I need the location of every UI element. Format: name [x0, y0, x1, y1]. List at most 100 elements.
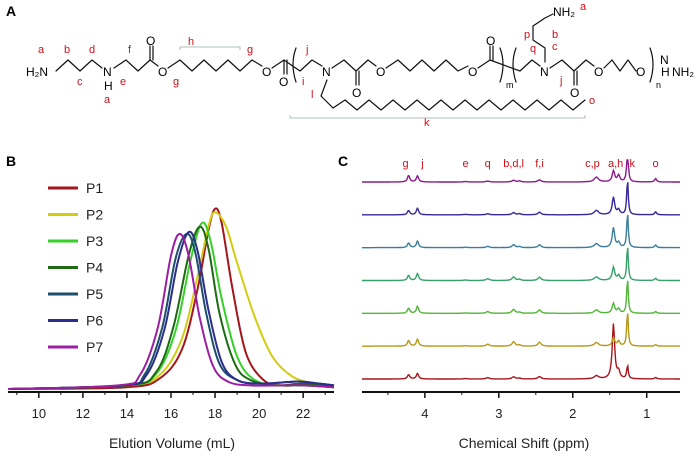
- atom-o-carbonyl-left: O: [146, 34, 155, 48]
- proton-label-q: q: [530, 43, 536, 55]
- atom-o-ester-mid: O: [376, 65, 385, 79]
- proton-label-j: j: [305, 44, 308, 56]
- nmr-spectrum-p5: [362, 214, 680, 249]
- proton-label-a-nh: a: [104, 94, 111, 106]
- gpc-series-p4: [7, 225, 335, 390]
- panel-label-c: C: [338, 153, 348, 169]
- bond-carbonyl-mid-2: [477, 45, 494, 69]
- gpc-legend-label-p1: P1: [86, 180, 103, 196]
- nmr-x-tick-label: 4: [421, 406, 428, 421]
- gpc-series-p6: [7, 230, 335, 390]
- atom-o-ester-left-2: O: [262, 65, 271, 79]
- atom-n-mid: N: [322, 65, 331, 79]
- gpc-x-tick-label: 14: [120, 406, 134, 421]
- nmr-peak-label-q: q: [485, 158, 491, 170]
- panel-label-a: A: [6, 3, 16, 19]
- repeat-label-n: n: [656, 80, 661, 90]
- nmr-peak-label-g: g: [403, 158, 409, 170]
- proton-label-o: o: [589, 95, 595, 107]
- atom-nh-right: N: [660, 53, 669, 67]
- gpc-series-p2: [7, 211, 335, 390]
- proton-label-e: e: [120, 76, 126, 88]
- proton-label-l: l: [311, 89, 313, 101]
- nmr-spectrum-p1: [362, 323, 680, 380]
- proton-label-c: c: [77, 76, 83, 88]
- gpc-x-tick-label: 16: [164, 406, 178, 421]
- nmr-x-ticks: 4 3 2 1: [387, 392, 650, 421]
- bracket-n-close: [649, 47, 654, 83]
- gpc-series-p7: [7, 232, 335, 390]
- bond-aminopropyl: [532, 13, 554, 63]
- gpc-x-tick-label: 10: [32, 406, 46, 421]
- nmr-x-tick-label: 2: [569, 406, 576, 421]
- gpc-legend-label-p6: P6: [86, 313, 103, 329]
- bond-chain-left-2: [113, 59, 159, 72]
- proton-label-g-right: g: [247, 44, 253, 56]
- bond-hexyl-left: [167, 59, 263, 72]
- gpc-x-axis-title: Elution Volume (mL): [109, 435, 235, 451]
- nmr-spectra: [362, 159, 680, 380]
- nmr-peak-label-e: e: [462, 158, 468, 170]
- nmr-peak-label-b-d-l: b,d,l: [503, 158, 524, 170]
- repeat-label-m: m: [506, 80, 514, 90]
- atom-o-ester-mid-2: O: [468, 65, 477, 79]
- nmr-spectrum-p6: [362, 182, 680, 216]
- atom-o-ester-right-2: O: [636, 65, 645, 79]
- gpc-curves: [7, 207, 335, 390]
- bracket-k: [289, 115, 586, 119]
- proton-label-b-right: b: [552, 29, 558, 41]
- bond-right-chain: [549, 59, 587, 72]
- panel-b-gpc: B 10 12 14 16 18 20 22 Elution Volume (mL) P1P…: [6, 153, 335, 451]
- bracket-n-open: [512, 47, 517, 83]
- atom-n-left: N: [103, 65, 112, 79]
- nmr-peak-label-k: k: [629, 158, 635, 170]
- atom-o-ester-right: O: [594, 65, 603, 79]
- atom-o-carbonyl-right: O: [570, 86, 579, 100]
- gpc-series-p3: [7, 221, 335, 390]
- atom-h-left: H: [104, 79, 113, 93]
- bond-mid-chain: [331, 59, 369, 72]
- nmr-peak-labels: g j e q b,d,l f,i c,p a,h k o: [403, 158, 659, 170]
- proton-label-k: k: [424, 117, 430, 129]
- gpc-legend-label-p7: P7: [86, 339, 103, 355]
- bond-to-n-right: [489, 59, 541, 72]
- gpc-legend-label-p4: P4: [86, 260, 103, 276]
- atom-n-right: N: [540, 65, 549, 79]
- proton-label-c-right: c: [552, 41, 558, 53]
- nmr-peak-label-f-i: f,i: [535, 158, 544, 170]
- gpc-legend: P1 P2 P3 P4 P5 P6 P7: [48, 180, 103, 355]
- nmr-spectrum-p7: [362, 159, 680, 183]
- proton-label-j-right: j: [559, 75, 562, 87]
- nmr-x-tick-label: 1: [643, 406, 650, 421]
- bond-hexyl-mid: [385, 59, 469, 72]
- atom-h-right: H: [661, 65, 670, 79]
- panel-a-structure: A H₂N N H O O O O N O O O O m N: [6, 1, 694, 129]
- bracket-h: [179, 46, 241, 50]
- nmr-peak-label-c-p: c,p: [585, 158, 600, 170]
- atom-o-carbonyl-left-2: O: [279, 75, 288, 89]
- proton-label-b: b: [64, 44, 70, 56]
- proton-label-f: f: [128, 44, 132, 56]
- gpc-legend-label-p2: P2: [86, 207, 103, 223]
- nmr-spectrum-p4: [362, 247, 680, 282]
- bracket-m-open: [292, 47, 297, 83]
- atom-o-carbonyl-mid-2: O: [486, 34, 495, 48]
- gpc-legend-label-p3: P3: [86, 233, 103, 249]
- panel-label-b: B: [6, 153, 16, 169]
- bond-carbonyl-left: [149, 45, 154, 61]
- gpc-x-ticks: 10 12 14 16 18 20 22: [16, 392, 326, 421]
- gpc-x-tick-label: 22: [296, 406, 310, 421]
- bond-alkyl-tail: [320, 79, 586, 111]
- atom-h2n-left: H₂N: [26, 65, 48, 79]
- proton-label-a-right: a: [580, 1, 587, 13]
- bond-carbonyl-mid: [355, 59, 377, 86]
- atom-o-ester-left: O: [158, 65, 167, 79]
- bond-to-n-mid: [283, 59, 323, 72]
- proton-label-h: h: [188, 36, 194, 48]
- gpc-legend-label-p5: P5: [86, 286, 103, 302]
- atom-nh2-right: NH₂: [672, 65, 694, 79]
- nmr-x-tick-label: 3: [495, 406, 502, 421]
- nmr-spectrum-p3: [362, 280, 680, 314]
- bond-carbonyl-left-2: [271, 59, 288, 75]
- gpc-x-tick-label: 18: [208, 406, 222, 421]
